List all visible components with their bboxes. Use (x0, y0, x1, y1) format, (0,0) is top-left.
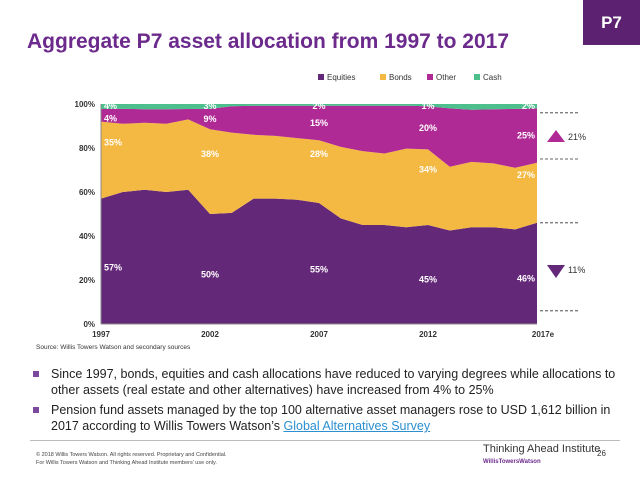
y-tick-label: 100% (75, 100, 95, 109)
data-label: 57% (104, 263, 122, 273)
x-tick-label: 2017e (532, 330, 555, 339)
data-label: 4% (104, 114, 117, 124)
copyright-line: For Willis Towers Watson and Thinking Ah… (36, 460, 217, 466)
data-label: 45% (419, 274, 437, 284)
area-other (101, 105, 537, 168)
institute-logo-text: Thinking Ahead Institute (483, 443, 601, 455)
y-tick-label: 0% (83, 320, 95, 329)
bullet-item: Pension fund assets managed by the top 1… (30, 402, 620, 434)
y-tick-label: 20% (79, 276, 95, 285)
areas (101, 104, 537, 324)
legend-label-bonds: Bonds (389, 73, 412, 82)
area-cash (101, 104, 537, 110)
change-label-other: 21% (568, 132, 586, 142)
bullet-list: Since 1997, bonds, equities and cash all… (30, 366, 620, 438)
change-label-equities: 11% (568, 265, 585, 275)
data-label: 20% (419, 123, 437, 133)
data-label: 1% (421, 101, 434, 111)
bullet-text: Pension fund assets managed by the top 1… (51, 403, 611, 433)
copyright-line: © 2018 Willis Towers Watson. All rights … (36, 452, 227, 458)
data-labels: 57% 35% 4% 4% 50% 38% 9% 3% 55% 28% 15% 2% 45% 34% 20%… (104, 101, 535, 284)
footer-divider (30, 440, 620, 441)
data-label: 34% (419, 165, 437, 175)
area-bonds (101, 119, 537, 231)
legend-label-other: Other (436, 73, 456, 82)
global-alternatives-survey-link[interactable]: Global Alternatives Survey (283, 419, 431, 433)
x-tick-label: 2007 (310, 330, 328, 339)
legend-swatch (474, 74, 480, 80)
area-equities (101, 189, 537, 324)
y-tick-label: 80% (79, 144, 95, 153)
data-label: 27% (517, 170, 535, 180)
y-tick-label: 60% (79, 188, 95, 197)
axes: 0% 20% 40% 60% 80% 100% 1997 2002 2007 2012 2017e (75, 100, 555, 339)
y-tick-label: 40% (79, 232, 95, 241)
bullet-marker (33, 407, 39, 413)
x-tick-label: 1997 (92, 330, 110, 339)
copyright: © 2018 Willis Towers Watson. All rights … (36, 451, 227, 467)
bullet-marker (33, 371, 39, 377)
company-logo-text: WillisTowersWatson (483, 459, 541, 465)
legend-swatch (318, 74, 324, 80)
legend: Equities Bonds Other Cash (318, 73, 502, 82)
x-tick-label: 2012 (419, 330, 437, 339)
triangle-down-icon (547, 265, 565, 278)
legend-label-cash: Cash (483, 73, 502, 82)
data-label: 35% (104, 138, 122, 148)
data-label: 46% (517, 273, 535, 283)
page-title: Aggregate P7 asset allocation from 1997 … (27, 30, 510, 53)
data-label: 38% (201, 149, 219, 159)
data-label: 25% (517, 131, 535, 141)
data-label: 9% (203, 114, 216, 124)
annotations: 21% 11% (540, 112, 586, 312)
bullet-item: Since 1997, bonds, equities and cash all… (30, 366, 620, 398)
bullet-text: Since 1997, bonds, equities and cash all… (51, 367, 616, 397)
legend-swatch (427, 74, 433, 80)
data-label: 4% (104, 101, 117, 111)
data-label: 3% (203, 101, 216, 111)
data-label: 2% (312, 101, 325, 111)
legend-label-equities: Equities (327, 73, 355, 82)
x-tick-label: 2002 (201, 330, 219, 339)
data-label: 50% (201, 270, 219, 280)
page-number: 26 (597, 449, 606, 458)
data-label: 2% (522, 101, 535, 111)
triangle-up-icon (547, 130, 565, 142)
data-label: 15% (310, 118, 328, 128)
legend-swatch (380, 74, 386, 80)
data-label: 28% (310, 149, 328, 159)
source-note: Source: Willis Towers Watson and seconda… (36, 344, 191, 351)
data-label: 55% (310, 265, 328, 275)
section-badge: P7 (583, 0, 640, 45)
